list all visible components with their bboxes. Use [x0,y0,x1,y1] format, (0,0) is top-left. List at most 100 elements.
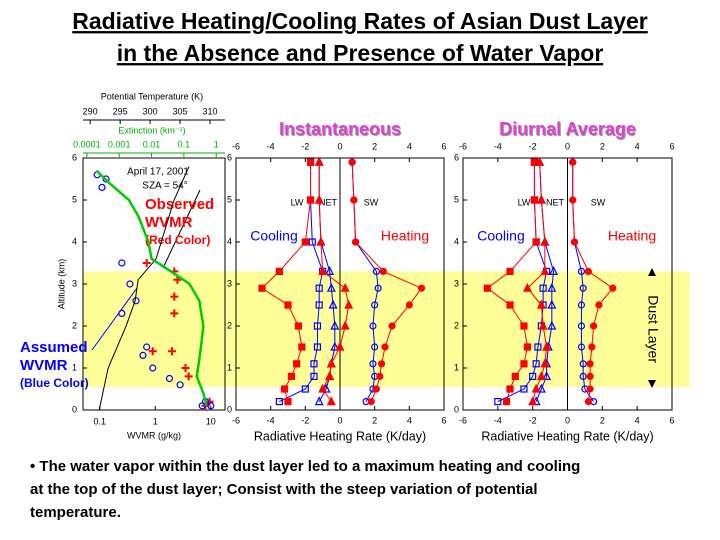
x-tick-label: 300 [143,106,158,116]
marker [118,309,126,317]
marker [511,372,519,380]
marker [316,236,326,246]
marker [609,284,617,292]
marker [372,267,380,275]
marker [547,282,557,292]
marker [540,266,550,275]
x-tick-label: 295 [113,106,128,116]
marker [536,299,546,309]
x-tick-label: 0.01 [143,139,161,149]
x-top-tick-label: 0 [565,141,570,151]
y-tick-label: 2 [72,320,77,330]
annotation: SW [591,197,606,207]
y-tick-label: 0 [454,404,459,414]
x-tick-label: 0 [565,415,570,425]
marker [540,236,550,246]
x-tick-label: 2 [372,415,377,425]
marker [275,398,283,406]
x-top-tick-label: -4 [494,141,502,151]
marker [369,322,377,330]
marker [590,322,598,330]
marker [328,299,338,309]
x-tick-label: 0.001 [108,139,131,149]
marker [569,196,577,204]
series-label: Assumed [20,339,88,356]
marker [569,158,577,166]
marker [405,301,413,309]
marker [538,320,548,330]
y-tick-label: 6 [227,152,232,162]
y-tick-label: 5 [454,194,459,204]
x-top-tick-label: -6 [232,141,240,151]
series-label: Observed [145,196,214,213]
x-top-tick-label: -4 [267,141,275,151]
arrow-down [648,380,656,388]
y-tick-label: 5 [72,194,77,204]
marker [595,301,603,309]
x-tick-label: 6 [669,415,674,425]
marker [506,267,514,275]
arrow-up [648,268,656,276]
marker [520,360,528,368]
x-tick-label: 1 [153,416,158,426]
marker [520,322,528,330]
profile-line [95,169,208,407]
slide-title: in the Absence and Presence of Water Vap… [117,40,604,66]
y-tick-label: 4 [454,236,459,246]
marker [586,360,594,368]
panel-title-shadow: Instantaneous [280,120,402,140]
marker [314,156,324,166]
marker [502,398,511,406]
marker [142,259,151,267]
marker [577,267,586,275]
marker [381,343,389,351]
marker [542,341,552,351]
marker [542,371,552,380]
panel-title: Instantaneous [279,119,401,139]
marker [326,396,336,406]
marker [371,343,379,351]
x-top-tick-label: 0 [337,141,342,151]
marker [298,343,306,351]
x-tick-label: 6 [441,415,446,425]
marker [284,301,292,309]
marker [205,397,214,406]
marker [306,196,315,204]
marker [294,322,302,330]
marker [530,196,539,204]
marker [378,360,386,368]
marker [483,284,491,292]
marker [379,267,387,275]
marker [326,358,336,368]
x-tick-label: -2 [529,415,537,425]
marker [170,309,179,318]
marker [325,371,335,380]
marker [314,396,324,406]
marker [579,284,587,292]
marker [577,301,586,309]
y-tick-label: 2 [454,320,459,330]
annotation: Heating [381,228,429,244]
marker [506,301,514,309]
x-top-tick-label: 2 [600,141,605,151]
x-tick-label: 0.0001 [73,139,101,149]
marker [315,284,323,292]
profile-line [279,162,324,403]
x-axis-label: WVMR (g/kg) [127,430,181,440]
y-tick-label: 1 [454,362,459,372]
marker [340,320,350,330]
x-top-tick-label: -6 [459,141,467,151]
note: • The water vapor within the dust layer … [30,458,580,475]
marker [287,372,296,380]
x-top-tick-label: 6 [441,141,446,151]
marker [275,267,283,275]
marker [586,385,594,393]
y-axis-label: Altitude (km) [56,259,66,310]
marker [318,266,328,275]
marker [577,322,586,330]
series-label: (Blue Color) [20,376,89,390]
y-tick-label: 0 [227,404,232,414]
marker [284,398,292,406]
x-tick-label: 305 [173,106,188,116]
